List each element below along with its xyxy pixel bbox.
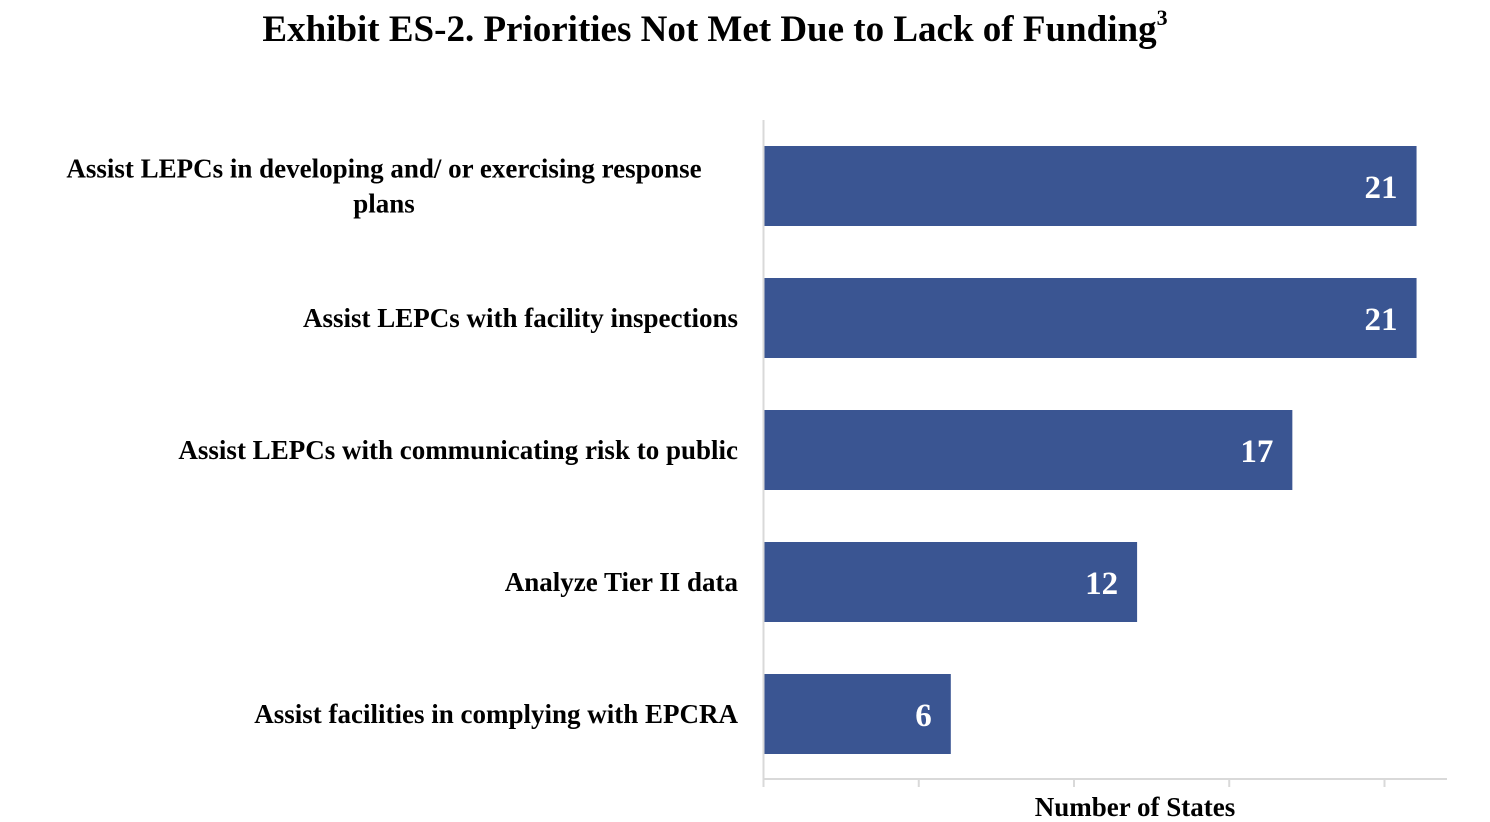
bar [764,674,951,754]
bar-value-label: 21 [1365,170,1398,206]
bar [764,146,1417,226]
category-label: Assist facilities in complying with EPCR… [254,699,738,729]
bar-value-label: 21 [1365,302,1398,338]
category-label: Analyze Tier II data [505,567,739,597]
bar [764,410,1293,490]
bar-value-label: 17 [1240,434,1273,470]
bars-layer: 21 21 17 12 6 [764,146,1417,754]
category-label-line: Assist LEPCs with facility inspections [303,303,738,333]
chart-title: Exhibit ES-2. Priorities Not Met Due to … [0,5,1430,51]
category-label: Assist LEPCs with facility inspections [303,303,738,333]
chart-title-text: Exhibit ES-2. Priorities Not Met Due to … [262,9,1157,50]
category-label: Assist LEPCs in developing and/ or exerc… [66,154,701,219]
category-labels-layer: Assist LEPCs in developing and/ or exerc… [66,154,738,730]
category-label: Assist LEPCs with communicating risk to … [178,435,738,465]
bar-value-label: 12 [1085,566,1118,602]
axes-layer [762,120,1447,787]
category-label-line: Analyze Tier II data [505,567,739,597]
bar [764,542,1138,622]
category-label-line: Assist LEPCs with communicating risk to … [178,435,738,465]
bar [764,278,1417,358]
bar-value-label: 6 [915,698,932,734]
chart-title-footnote: 3 [1156,5,1168,30]
category-label-line: Assist LEPCs in developing and/ or exerc… [66,154,701,184]
category-label-line: Assist facilities in complying with EPCR… [254,699,738,729]
category-label-line: plans [353,189,415,219]
x-axis-title: Number of States [1035,792,1235,822]
